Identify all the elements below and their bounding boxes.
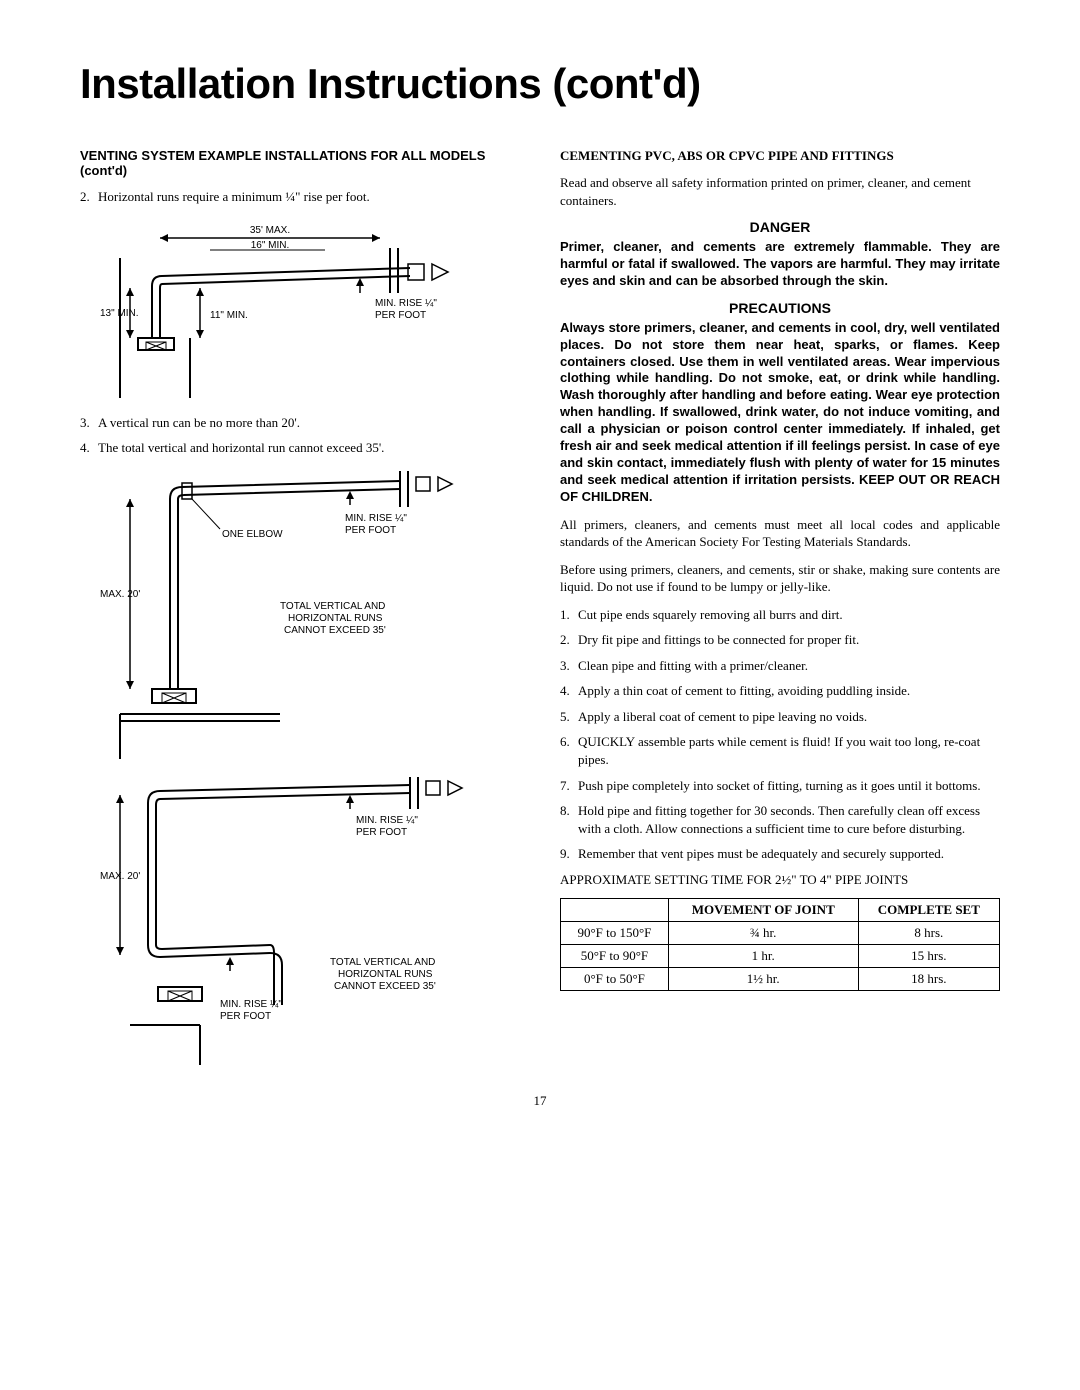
label-11min: 11" MIN. bbox=[210, 310, 248, 321]
table-body: 90°F to 150°F¾ hr.8 hrs.50°F to 90°F1 hr… bbox=[561, 922, 1000, 991]
step-number: 7. bbox=[560, 777, 578, 795]
th-blank bbox=[561, 899, 669, 922]
step-text: Dry fit pipe and fittings to be connecte… bbox=[578, 631, 1000, 649]
step-number: 4. bbox=[560, 682, 578, 700]
item-2: 2. Horizontal runs require a minimum ¼" … bbox=[80, 188, 520, 206]
label-16min: 16" MIN. bbox=[251, 240, 290, 251]
item-number: 3. bbox=[80, 414, 98, 432]
step-item: 5.Apply a liberal coat of cement to pipe… bbox=[560, 708, 1000, 726]
table-header-row: MOVEMENT OF JOINT COMPLETE SET bbox=[561, 899, 1000, 922]
step-text: QUICKLY assemble parts while cement is f… bbox=[578, 733, 1000, 768]
step-text: Apply a thin coat of cement to fitting, … bbox=[578, 682, 1000, 700]
diagram-combined-run: MIN. RISE ¼" PER FOOT MAX. 20' M bbox=[100, 775, 520, 1065]
label-13min: 13" MIN. bbox=[100, 308, 139, 319]
item-text: A vertical run can be no more than 20'. bbox=[98, 414, 520, 432]
label-max20b: MAX. 20' bbox=[100, 871, 140, 882]
item-text: The total vertical and horizontal run ca… bbox=[98, 439, 520, 457]
table-cell: 90°F to 150°F bbox=[561, 922, 669, 945]
precautions-heading: PRECAUTIONS bbox=[560, 300, 1000, 316]
left-column: VENTING SYSTEM EXAMPLE INSTALLATIONS FOR… bbox=[80, 148, 520, 1081]
step-item: 4.Apply a thin coat of cement to fitting… bbox=[560, 682, 1000, 700]
step-text: Push pipe completely into socket of fitt… bbox=[578, 777, 1000, 795]
step-item: 7.Push pipe completely into socket of fi… bbox=[560, 777, 1000, 795]
item-number: 2. bbox=[80, 188, 98, 206]
precautions-text: Always store primers, cleaner, and cemen… bbox=[560, 320, 1000, 506]
th-complete: COMPLETE SET bbox=[858, 899, 999, 922]
label-totalnote3c: CANNOT EXCEED 35' bbox=[334, 981, 436, 992]
diagram-vertical-run: MIN. RISE ¼" PER FOOT ONE ELBOW MAX. 20'… bbox=[100, 469, 520, 759]
label-oneelbow: ONE ELBOW bbox=[222, 529, 283, 540]
step-item: 9.Remember that vent pipes must be adequ… bbox=[560, 845, 1000, 863]
diagram-horizontal-run: 35' MAX. 16" MIN. MIN. RISE ¼" P bbox=[100, 218, 520, 398]
table-cell: 0°F to 50°F bbox=[561, 968, 669, 991]
cementing-steps: 1.Cut pipe ends squarely removing all bu… bbox=[560, 606, 1000, 863]
page-title: Installation Instructions (cont'd) bbox=[80, 60, 1000, 108]
label-max20: MAX. 20' bbox=[100, 589, 140, 600]
step-text: Remember that vent pipes must be adequat… bbox=[578, 845, 1000, 863]
cementing-intro: Read and observe all safety information … bbox=[560, 174, 1000, 209]
diagram3-svg: MIN. RISE ¼" PER FOOT MAX. 20' M bbox=[100, 775, 480, 1065]
item-number: 4. bbox=[80, 439, 98, 457]
table-cell: 1½ hr. bbox=[668, 968, 858, 991]
step-item: 8.Hold pipe and fitting together for 30 … bbox=[560, 802, 1000, 837]
para-codes: All primers, cleaners, and cements must … bbox=[560, 516, 1000, 551]
step-item: 3.Clean pipe and fitting with a primer/c… bbox=[560, 657, 1000, 675]
step-number: 3. bbox=[560, 657, 578, 675]
step-text: Apply a liberal coat of cement to pipe l… bbox=[578, 708, 1000, 726]
step-text: Hold pipe and fitting together for 30 se… bbox=[578, 802, 1000, 837]
page-number: 17 bbox=[80, 1093, 1000, 1109]
table-cell: 8 hrs. bbox=[858, 922, 999, 945]
label-perfoot2: PER FOOT bbox=[345, 525, 396, 536]
table-cell: 50°F to 90°F bbox=[561, 945, 669, 968]
step-text: Clean pipe and fitting with a primer/cle… bbox=[578, 657, 1000, 675]
label-perfoot: PER FOOT bbox=[375, 310, 426, 321]
step-number: 9. bbox=[560, 845, 578, 863]
label-totalnote3: CANNOT EXCEED 35' bbox=[284, 625, 386, 636]
table-row: 50°F to 90°F1 hr.15 hrs. bbox=[561, 945, 1000, 968]
table-cell: 1 hr. bbox=[668, 945, 858, 968]
step-item: 1.Cut pipe ends squarely removing all bu… bbox=[560, 606, 1000, 624]
step-number: 6. bbox=[560, 733, 578, 768]
table-row: 0°F to 50°F1½ hr.18 hrs. bbox=[561, 968, 1000, 991]
setting-time-table: MOVEMENT OF JOINT COMPLETE SET 90°F to 1… bbox=[560, 898, 1000, 991]
danger-text: Primer, cleaner, and cements are extreme… bbox=[560, 239, 1000, 290]
danger-heading: DANGER bbox=[560, 219, 1000, 235]
label-rise: MIN. RISE ¼" bbox=[375, 297, 437, 309]
step-text: Cut pipe ends squarely removing all burr… bbox=[578, 606, 1000, 624]
table-row: 90°F to 150°F¾ hr.8 hrs. bbox=[561, 922, 1000, 945]
label-totalnote3a: TOTAL VERTICAL AND bbox=[330, 957, 435, 968]
item-3: 3. A vertical run can be no more than 20… bbox=[80, 414, 520, 432]
table-cell: 15 hrs. bbox=[858, 945, 999, 968]
label-totalnote: TOTAL VERTICAL AND bbox=[280, 601, 385, 612]
label-rise3a: MIN. RISE ¼" bbox=[356, 814, 418, 826]
cementing-heading: CEMENTING PVC, ABS OR CPVC PIPE AND FITT… bbox=[560, 148, 1000, 164]
table-cell: ¾ hr. bbox=[668, 922, 858, 945]
para-stir: Before using primers, cleaners, and ceme… bbox=[560, 561, 1000, 596]
step-number: 1. bbox=[560, 606, 578, 624]
step-number: 8. bbox=[560, 802, 578, 837]
diagram2-svg: MIN. RISE ¼" PER FOOT ONE ELBOW MAX. 20'… bbox=[100, 469, 480, 759]
table-caption: APPROXIMATE SETTING TIME FOR 2½" TO 4" P… bbox=[560, 871, 1000, 889]
th-movement: MOVEMENT OF JOINT bbox=[668, 899, 858, 922]
step-item: 6.QUICKLY assemble parts while cement is… bbox=[560, 733, 1000, 768]
step-number: 5. bbox=[560, 708, 578, 726]
right-column: CEMENTING PVC, ABS OR CPVC PIPE AND FITT… bbox=[560, 148, 1000, 1081]
item-4: 4. The total vertical and horizontal run… bbox=[80, 439, 520, 457]
item-text: Horizontal runs require a minimum ¼" ris… bbox=[98, 188, 520, 206]
step-item: 2.Dry fit pipe and fittings to be connec… bbox=[560, 631, 1000, 649]
two-column-layout: VENTING SYSTEM EXAMPLE INSTALLATIONS FOR… bbox=[80, 148, 1000, 1081]
label-totalnote2: HORIZONTAL RUNS bbox=[288, 613, 383, 624]
label-perfoot3b: PER FOOT bbox=[220, 1011, 271, 1022]
label-totalnote3b: HORIZONTAL RUNS bbox=[338, 969, 433, 980]
step-number: 2. bbox=[560, 631, 578, 649]
label-rise3b: MIN. RISE ¼" bbox=[220, 998, 282, 1010]
label-rise2: MIN. RISE ¼" bbox=[345, 512, 407, 524]
venting-heading: VENTING SYSTEM EXAMPLE INSTALLATIONS FOR… bbox=[80, 148, 520, 178]
table-cell: 18 hrs. bbox=[858, 968, 999, 991]
label-perfoot3a: PER FOOT bbox=[356, 827, 407, 838]
label-35max: 35' MAX. bbox=[250, 225, 290, 236]
diagram1-svg: 35' MAX. 16" MIN. MIN. RISE ¼" P bbox=[100, 218, 460, 398]
